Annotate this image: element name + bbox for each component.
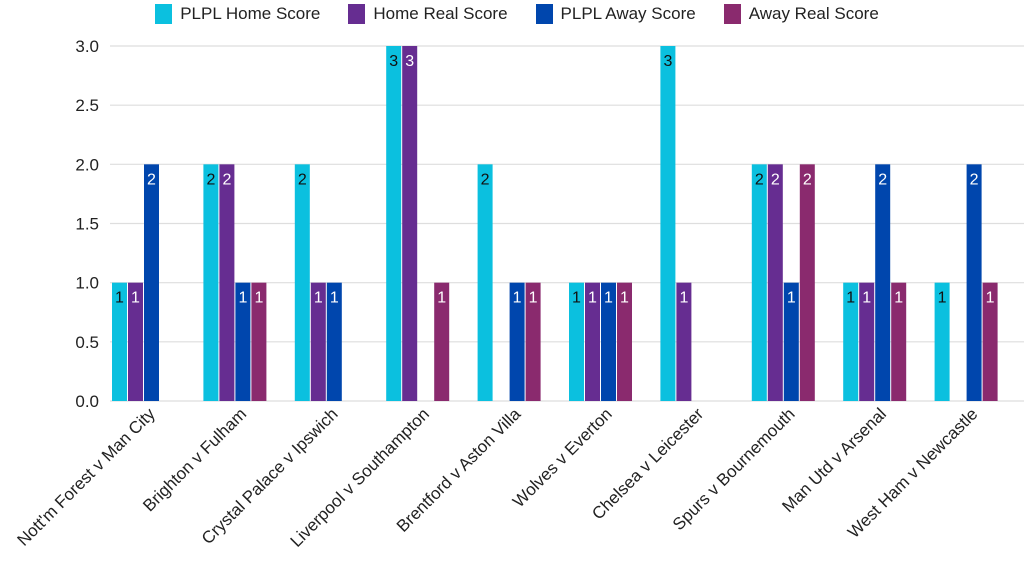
data-label: 1 [679, 290, 688, 307]
y-tick-label: 1.0 [75, 274, 99, 293]
bar [112, 282, 127, 401]
legend: PLPL Home Score Home Real Score PLPL Awa… [0, 4, 1024, 24]
bar [203, 164, 219, 401]
bar [434, 282, 450, 401]
legend-label: Home Real Score [373, 4, 508, 23]
data-label: 1 [529, 290, 538, 307]
bar [144, 164, 159, 401]
data-label: 2 [147, 171, 156, 188]
bar [310, 282, 326, 401]
bar [326, 282, 342, 401]
bar [660, 46, 676, 401]
bar [251, 282, 267, 401]
bar [875, 164, 891, 401]
bar [585, 282, 600, 401]
data-label: 2 [803, 171, 812, 188]
bar [982, 282, 998, 401]
data-label: 1 [894, 290, 903, 307]
legend-item: PLPL Away Score [535, 4, 696, 24]
data-label: 2 [206, 171, 215, 188]
bar [569, 282, 584, 401]
data-label: 1 [254, 290, 263, 307]
legend-swatch [535, 4, 553, 24]
data-label: 1 [513, 290, 522, 307]
bar [767, 164, 783, 401]
data-label: 1 [938, 290, 947, 307]
data-label: 3 [389, 53, 398, 70]
data-label: 1 [862, 290, 871, 307]
data-label: 2 [481, 171, 490, 188]
bar [128, 282, 143, 401]
legend-swatch [155, 4, 173, 24]
legend-item: Home Real Score [348, 4, 508, 24]
bar [509, 282, 525, 401]
legend-item: Away Real Score [723, 4, 879, 24]
data-label: 2 [970, 171, 979, 188]
data-label: 1 [604, 290, 613, 307]
bar [617, 282, 632, 401]
y-tick-label: 1.5 [75, 215, 99, 234]
bar [601, 282, 616, 401]
bar [235, 282, 251, 401]
data-label: 1 [588, 290, 597, 307]
data-label: 1 [437, 290, 446, 307]
data-label: 1 [787, 290, 796, 307]
data-label: 1 [330, 290, 339, 307]
data-label: 1 [314, 290, 323, 307]
bar [294, 164, 310, 401]
data-label: 1 [620, 290, 629, 307]
legend-label: PLPL Away Score [560, 4, 696, 23]
x-tick-label: Nott'm Forest v Man City [14, 404, 160, 550]
bar [843, 282, 859, 401]
bar [676, 282, 692, 401]
bar [966, 164, 982, 401]
bar [783, 282, 799, 401]
bar [751, 164, 767, 401]
data-label: 3 [663, 53, 672, 70]
data-label: 1 [572, 290, 581, 307]
data-label: 1 [131, 290, 140, 307]
data-label: 2 [771, 171, 780, 188]
data-label: 2 [222, 171, 231, 188]
data-label: 2 [755, 171, 764, 188]
y-tick-label: 0.0 [75, 392, 99, 411]
data-label: 1 [846, 290, 855, 307]
data-label: 1 [115, 290, 124, 307]
data-label: 1 [238, 290, 247, 307]
y-tick-label: 0.5 [75, 333, 99, 352]
bar [859, 282, 875, 401]
data-label: 1 [986, 290, 995, 307]
x-tick-label: Wolves v Everton [509, 404, 616, 511]
bar [934, 282, 950, 401]
y-tick-label: 2.0 [75, 155, 99, 174]
legend-label: Away Real Score [748, 4, 879, 23]
bar [219, 164, 235, 401]
legend-swatch [723, 4, 741, 24]
data-label: 2 [298, 171, 307, 188]
legend-swatch [348, 4, 366, 24]
bar [402, 46, 418, 401]
data-label: 2 [878, 171, 887, 188]
bar [799, 164, 815, 401]
data-label: 3 [405, 53, 414, 70]
y-tick-label: 3.0 [75, 37, 99, 56]
bar [477, 164, 493, 401]
bar [525, 282, 541, 401]
bar [386, 46, 402, 401]
y-tick-label: 2.5 [75, 96, 99, 115]
legend-label: PLPL Home Score [180, 4, 321, 23]
legend-item: PLPL Home Score [155, 4, 320, 24]
bar [891, 282, 907, 401]
